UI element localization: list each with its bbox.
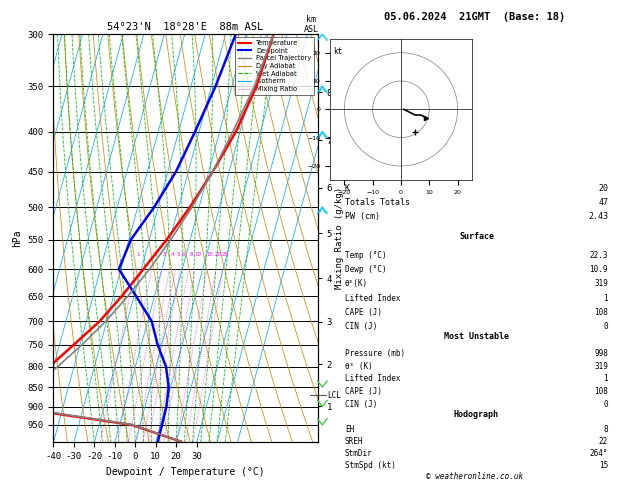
X-axis label: Dewpoint / Temperature (°C): Dewpoint / Temperature (°C) [106,467,265,477]
Text: 15: 15 [206,252,213,257]
Text: EH: EH [345,425,354,434]
Text: 0: 0 [603,322,608,331]
Text: 2: 2 [153,252,157,257]
Text: 10.9: 10.9 [589,265,608,274]
Text: 20: 20 [598,184,608,193]
Text: LCL: LCL [327,391,341,399]
Text: SREH: SREH [345,437,364,446]
Text: 998: 998 [594,349,608,358]
Text: CIN (J): CIN (J) [345,400,377,409]
Text: 47: 47 [598,198,608,207]
Text: 1: 1 [603,374,608,383]
Text: 5: 5 [177,252,180,257]
Text: kt: kt [333,47,342,56]
Text: 05.06.2024  21GMT  (Base: 18): 05.06.2024 21GMT (Base: 18) [384,12,565,22]
Title: 54°23'N  18°28'E  88m ASL: 54°23'N 18°28'E 88m ASL [108,22,264,32]
Text: PW (cm): PW (cm) [345,212,380,221]
Text: 0: 0 [603,400,608,409]
Text: K: K [345,184,350,193]
Text: 8: 8 [603,425,608,434]
Text: 2.43: 2.43 [588,212,608,221]
Y-axis label: hPa: hPa [12,229,22,247]
Text: km: km [306,15,316,24]
Text: 22: 22 [599,437,608,446]
Text: CAPE (J): CAPE (J) [345,308,382,317]
Text: Totals Totals: Totals Totals [345,198,410,207]
Text: ASL: ASL [304,25,319,34]
Text: Dewp (°C): Dewp (°C) [345,265,386,274]
Text: 20: 20 [215,252,222,257]
Text: Lifted Index: Lifted Index [345,294,400,303]
Text: θᴱ (K): θᴱ (K) [345,362,372,371]
Text: 4: 4 [170,252,174,257]
Text: CIN (J): CIN (J) [345,322,377,331]
Text: 319: 319 [594,279,608,288]
Text: CAPE (J): CAPE (J) [345,387,382,396]
Text: 6: 6 [181,252,185,257]
Legend: Temperature, Dewpoint, Parcel Trajectory, Dry Adiabat, Wet Adiabat, Isotherm, Mi: Temperature, Dewpoint, Parcel Trajectory… [235,37,314,95]
Text: Temp (°C): Temp (°C) [345,251,386,260]
Y-axis label: Mixing Ratio (g/kg): Mixing Ratio (g/kg) [335,187,344,289]
Text: 1: 1 [136,252,140,257]
Text: StmSpd (kt): StmSpd (kt) [345,461,396,470]
Text: 8: 8 [189,252,193,257]
Text: Most Unstable: Most Unstable [444,332,509,341]
Text: Hodograph: Hodograph [454,410,499,419]
Text: 319: 319 [594,362,608,371]
Text: StmDir: StmDir [345,449,372,458]
Text: Surface: Surface [459,232,494,242]
Text: 108: 108 [594,308,608,317]
Text: 22.3: 22.3 [589,251,608,260]
Text: Lifted Index: Lifted Index [345,374,400,383]
Text: 10: 10 [194,252,201,257]
Text: 3: 3 [163,252,167,257]
Text: θᴱ(K): θᴱ(K) [345,279,368,288]
Text: 25: 25 [222,252,229,257]
Text: 264°: 264° [589,449,608,458]
Text: © weatheronline.co.uk: © weatheronline.co.uk [426,472,523,481]
Text: 108: 108 [594,387,608,396]
Text: 1: 1 [603,294,608,303]
Text: Pressure (mb): Pressure (mb) [345,349,405,358]
Text: 15: 15 [599,461,608,470]
